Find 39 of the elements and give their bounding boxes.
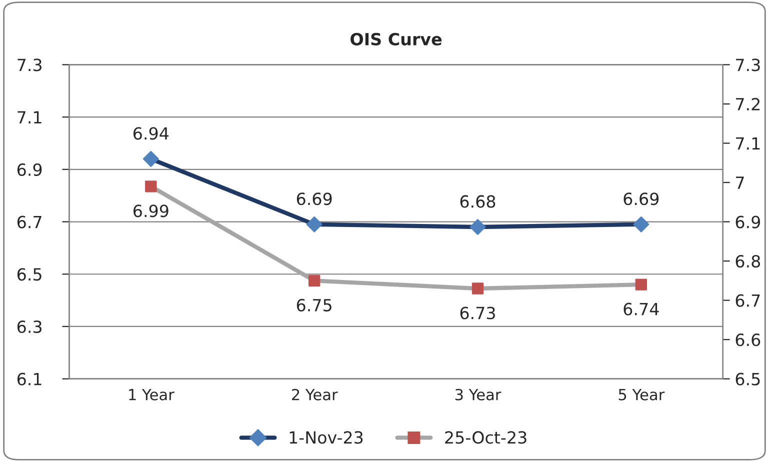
data-label: 6.69 — [296, 192, 332, 206]
data-label: 6.69 — [624, 192, 659, 206]
x-tick-label: 3 Year — [455, 388, 502, 400]
data-label: 6.75 — [296, 298, 332, 312]
y2-tick-label: 7.1 — [736, 137, 760, 150]
data-label: 6.94 — [134, 127, 169, 140]
y2-tick-label: 6.6 — [736, 334, 760, 346]
point — [145, 180, 157, 192]
point — [635, 278, 647, 290]
x-tick-label: 1 Year — [129, 389, 174, 400]
data-label: 6.68 — [460, 195, 496, 208]
point — [306, 216, 322, 232]
point — [142, 150, 159, 167]
y-tick-label: 6.1 — [17, 372, 42, 386]
point — [633, 216, 650, 232]
y2-tick-label: 7.2 — [736, 98, 760, 110]
y-tick-label: 7.1 — [18, 111, 42, 124]
y2-tick-label: 7 — [736, 176, 744, 189]
y2-tick-label: 7.3 — [736, 58, 760, 72]
y-tick-label: 6.5 — [17, 268, 42, 281]
point — [470, 219, 486, 235]
y2-tick-label: 6.9 — [736, 216, 760, 228]
y-tick-label: 6.7 — [17, 216, 42, 228]
y2-tick-label: 6.8 — [736, 254, 760, 268]
legend-label: 25-Oct-23 — [445, 431, 526, 444]
x-tick-label: 5 Year — [618, 389, 665, 400]
point — [472, 282, 484, 294]
y-tick-label: 6.3 — [17, 320, 42, 334]
point — [308, 274, 320, 287]
y-tick-label: 7.3 — [18, 58, 42, 72]
data-label: 6.73 — [460, 306, 495, 320]
x-tick-label: 2 Year — [292, 388, 338, 400]
legend-label: 1-Nov-23 — [290, 431, 363, 444]
data-label: 6.74 — [624, 302, 659, 316]
y2-tick-label: 6.7 — [736, 294, 760, 307]
data-label: 6.99 — [134, 204, 168, 218]
y-tick-label: 6.9 — [17, 163, 42, 176]
chart-title: OIS Curve — [350, 32, 442, 46]
y2-tick-label: 6.5 — [736, 372, 760, 386]
